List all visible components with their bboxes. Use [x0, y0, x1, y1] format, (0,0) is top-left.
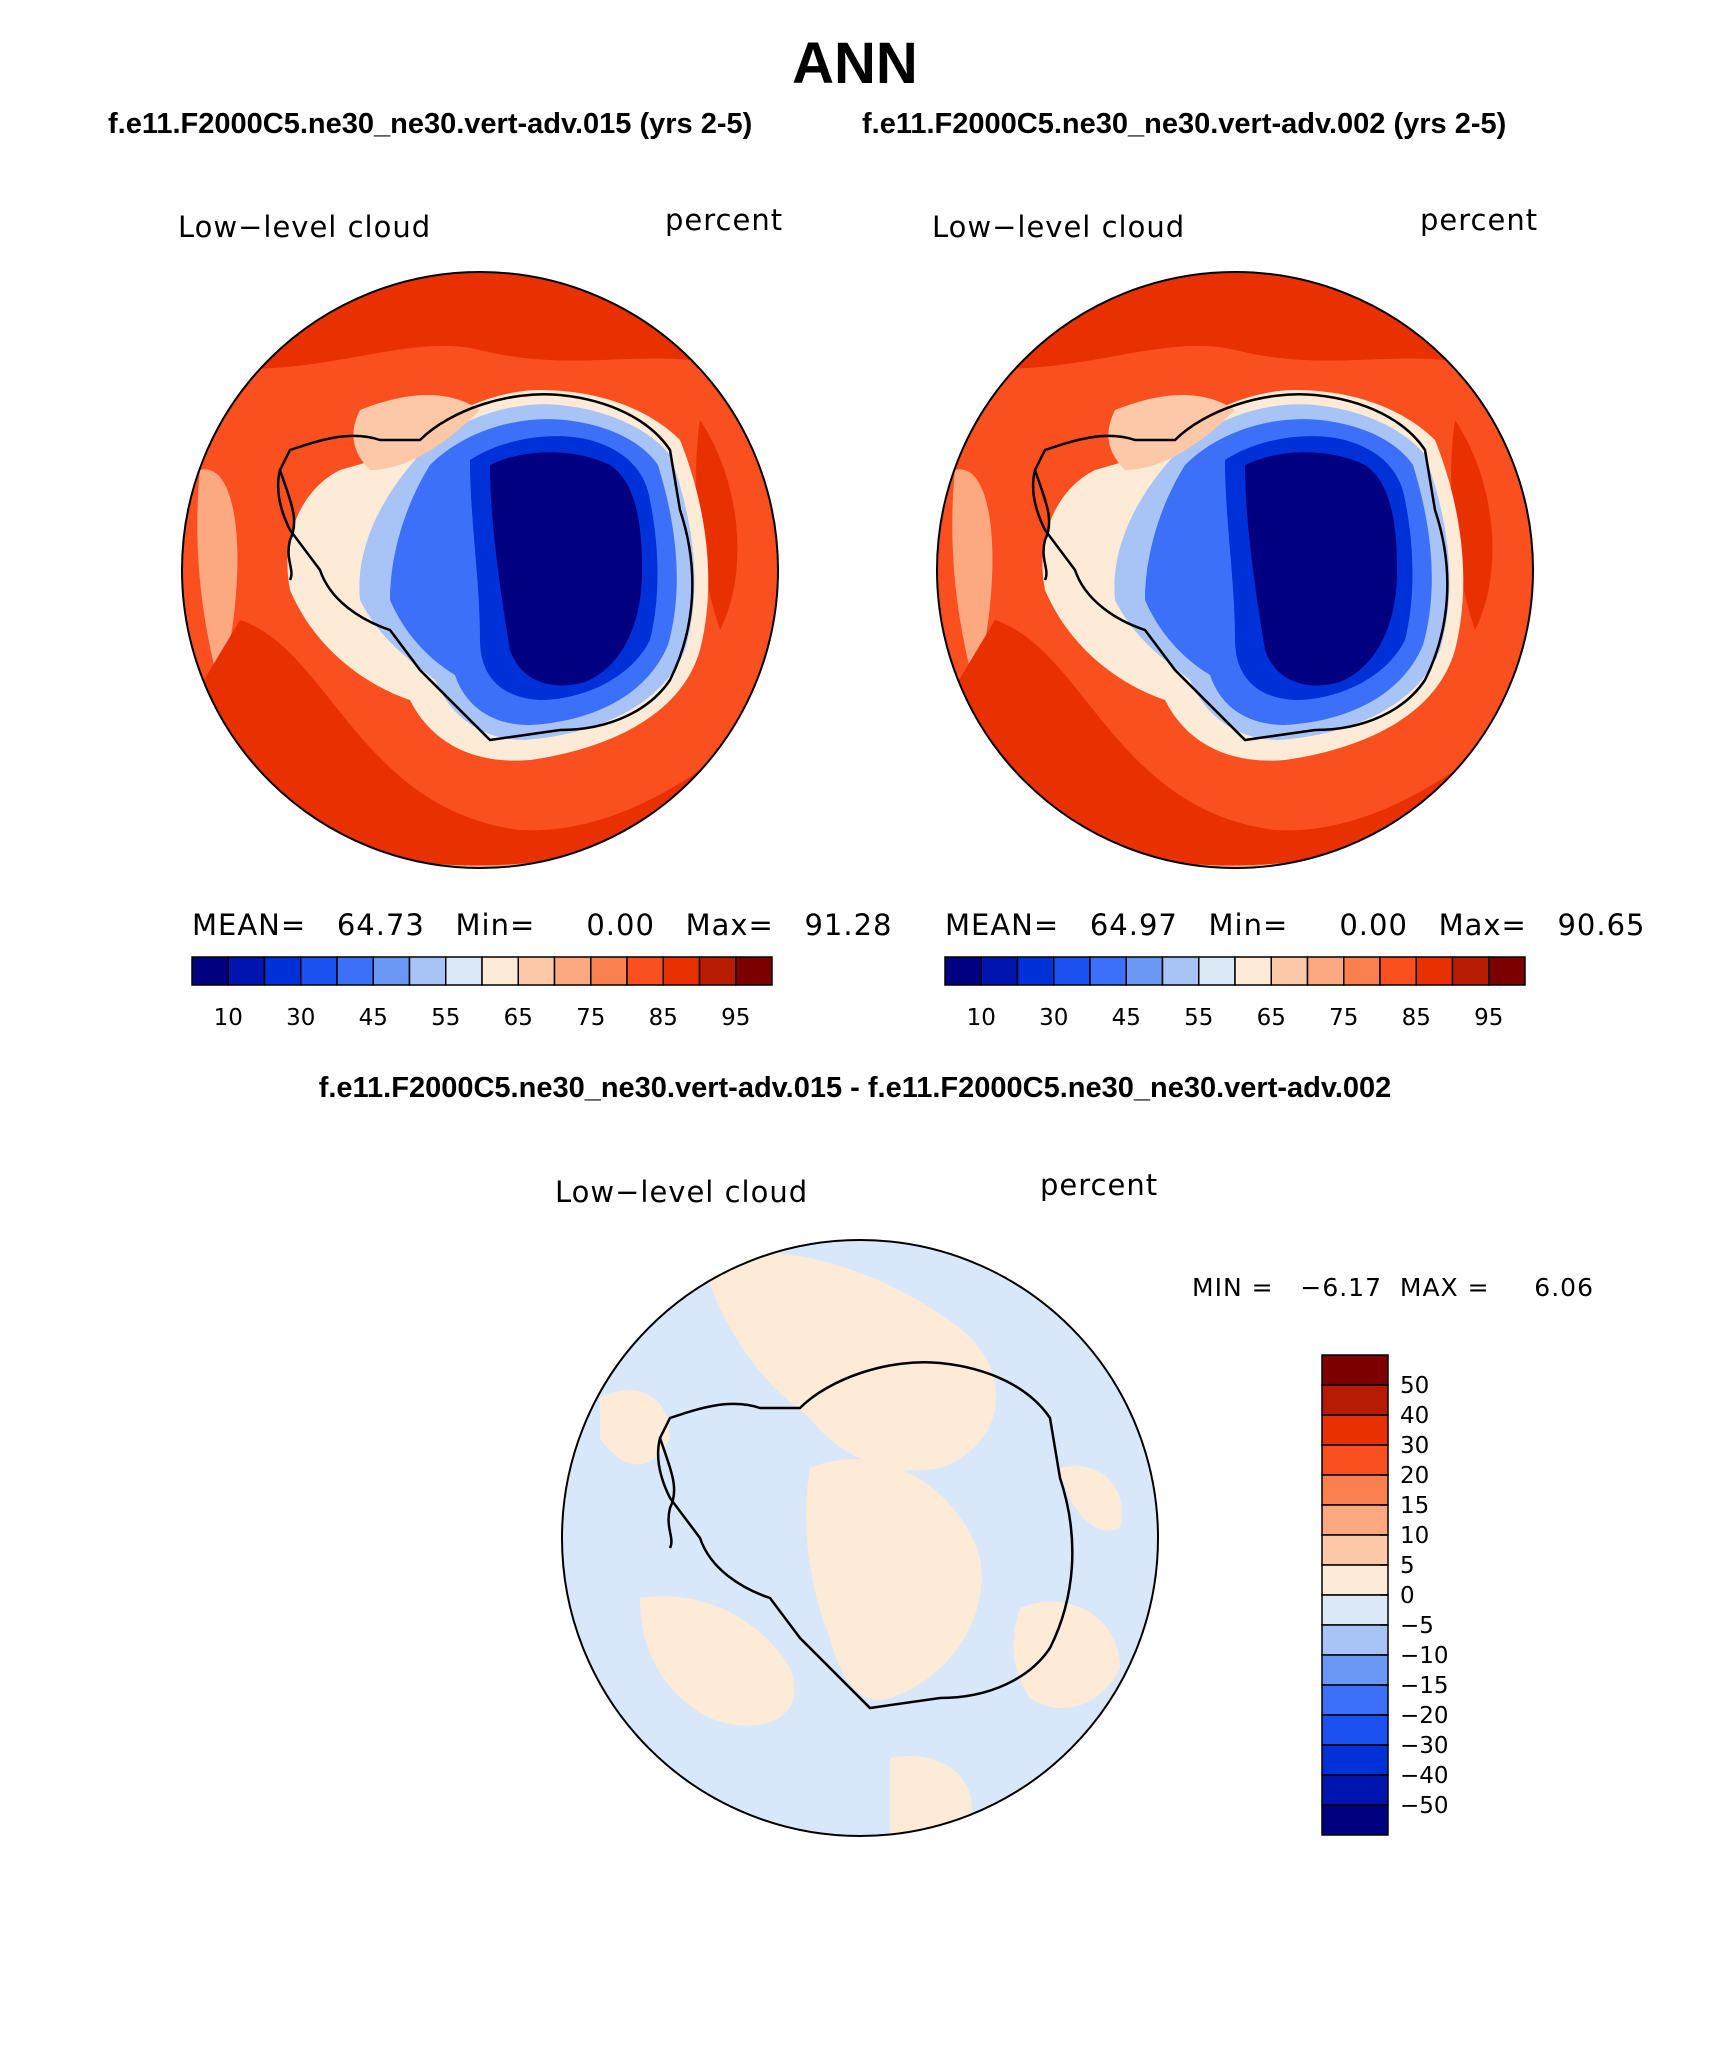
- left-colorbar-swatch: [227, 956, 266, 986]
- left-colorbar-swatch: [662, 956, 701, 986]
- diff-colorbar-tick-label: −15: [1400, 1673, 1449, 1699]
- right-colorbar-tick-label: 10: [967, 1005, 996, 1031]
- left-colorbar-swatch: [590, 956, 628, 986]
- diff-colorbar-tick-label: 15: [1400, 1493, 1429, 1519]
- left-colorbar: 10 30 45 55 65 75 85 95: [191, 956, 773, 1031]
- diff-colorbar-tick-label: −40: [1400, 1763, 1449, 1789]
- diff-colorbar-swatch: [1321, 1714, 1389, 1746]
- left-units-label: percent: [665, 203, 784, 237]
- left-colorbar-tick-label: 30: [286, 1005, 315, 1031]
- diff-colorbar-swatch: [1321, 1804, 1389, 1836]
- right-polar-map: [936, 271, 1534, 869]
- right-colorbar-swatch: [1488, 956, 1526, 986]
- right-colorbar-swatch: [1270, 956, 1309, 986]
- left-colorbar-swatch: [481, 956, 519, 986]
- left-colorbar-swatch: [336, 956, 374, 986]
- left-polar-map: [181, 271, 779, 869]
- left-colorbar-swatch: [698, 956, 737, 986]
- diff-title: f.e11.F2000C5.ne30_ne30.vert-adv.015 - f…: [318, 1072, 1392, 1104]
- right-colorbar-swatch: [1125, 956, 1164, 986]
- diff-colorbar-tick-label: −5: [1400, 1613, 1434, 1639]
- right-colorbar-swatch: [944, 956, 982, 986]
- left-colorbar-swatch: [191, 956, 229, 986]
- diff-colorbar-swatch: [1321, 1564, 1389, 1596]
- right-colorbar-tick-label: 30: [1039, 1005, 1068, 1031]
- right-colorbar: 10 30 45 55 65 75 85 95: [944, 956, 1526, 1031]
- right-colorbar-swatch: [1306, 956, 1345, 986]
- diff-stats: MIN = −6.17 MAX = 6.06: [1192, 1273, 1594, 1302]
- diff-colorbar-swatch: [1321, 1444, 1389, 1476]
- right-variable-label: Low−level cloud: [932, 210, 1186, 244]
- diff-colorbar-swatch: [1321, 1624, 1389, 1656]
- diff-colorbar-swatch: [1321, 1354, 1389, 1386]
- right-colorbar-swatch: [1053, 956, 1091, 986]
- left-colorbar-swatch: [735, 956, 773, 986]
- right-colorbar-tick-label: 95: [1474, 1005, 1503, 1031]
- right-colorbar-swatch: [1161, 956, 1200, 986]
- diff-colorbar-tick-label: 10: [1400, 1523, 1429, 1549]
- diff-colorbar-tick-label: −30: [1400, 1733, 1449, 1759]
- diff-colorbar-tick-label: 50: [1400, 1373, 1429, 1399]
- left-colorbar-swatch: [626, 956, 664, 986]
- right-colorbar-swatch: [1198, 956, 1236, 986]
- left-stats: MEAN= 64.73 Min= 0.00 Max= 91.28: [192, 908, 893, 942]
- left-colorbar-swatch: [445, 956, 483, 986]
- left-colorbar-tick-label: 10: [214, 1005, 243, 1031]
- diff-colorbar-swatch: [1321, 1384, 1389, 1416]
- diff-units-label: percent: [1040, 1168, 1159, 1202]
- diff-colorbar-tick-label: −20: [1400, 1703, 1449, 1729]
- right-colorbar-tick-label: 75: [1329, 1005, 1358, 1031]
- left-colorbar-swatch: [372, 956, 411, 986]
- diff-polar-map: [561, 1239, 1159, 1837]
- diff-colorbar-swatch: [1321, 1744, 1389, 1776]
- diff-colorbar-tick-label: 0: [1400, 1583, 1415, 1609]
- left-colorbar-tick-label: 55: [431, 1005, 460, 1031]
- left-colorbar-swatch: [263, 956, 302, 986]
- left-colorbar-swatch: [517, 956, 556, 986]
- diff-colorbar-swatch: [1321, 1474, 1389, 1506]
- left-variable-label: Low−level cloud: [178, 210, 432, 244]
- diff-colorbar-tick-label: 5: [1400, 1553, 1415, 1579]
- left-colorbar-tick-label: 85: [649, 1005, 678, 1031]
- main-title: ANN: [792, 31, 918, 96]
- diff-colorbar-tick-label: −10: [1400, 1643, 1449, 1669]
- right-colorbar-swatch: [980, 956, 1019, 986]
- right-colorbar-swatch: [1379, 956, 1417, 986]
- right-colorbar-tick-label: 85: [1402, 1005, 1431, 1031]
- diff-variable-label: Low−level cloud: [555, 1175, 809, 1209]
- diff-colorbar-tick-label: 40: [1400, 1403, 1429, 1429]
- diff-colorbar-swatch: [1321, 1534, 1389, 1566]
- right-colorbar-swatch: [1089, 956, 1127, 986]
- left-case-title: f.e11.F2000C5.ne30_ne30.vert-adv.015 (yr…: [108, 108, 753, 140]
- diff-colorbar-swatch: [1321, 1684, 1389, 1716]
- left-colorbar-swatch: [408, 956, 447, 986]
- right-colorbar-tick-label: 55: [1184, 1005, 1213, 1031]
- diff-colorbar-swatch: [1321, 1414, 1389, 1446]
- right-case-title: f.e11.F2000C5.ne30_ne30.vert-adv.002 (yr…: [862, 108, 1507, 140]
- left-colorbar-tick-label: 95: [721, 1005, 750, 1031]
- diff-colorbar-swatch: [1321, 1654, 1389, 1686]
- diff-colorbar-tick-label: 30: [1400, 1433, 1429, 1459]
- diff-colorbar-swatch: [1321, 1594, 1389, 1626]
- right-colorbar-swatch: [1343, 956, 1381, 986]
- right-colorbar-swatch: [1234, 956, 1272, 986]
- left-colorbar-swatch: [300, 956, 338, 986]
- diff-colorbar-tick-label: 20: [1400, 1463, 1429, 1489]
- right-colorbar-tick-label: 45: [1112, 1005, 1141, 1031]
- right-colorbar-swatch: [1016, 956, 1055, 986]
- right-colorbar-swatch: [1415, 956, 1454, 986]
- left-colorbar-tick-label: 75: [576, 1005, 605, 1031]
- left-colorbar-tick-label: 45: [359, 1005, 388, 1031]
- diff-colorbar-swatch: [1321, 1504, 1389, 1536]
- right-stats: MEAN= 64.97 Min= 0.00 Max= 90.65: [945, 908, 1646, 942]
- right-colorbar-swatch: [1451, 956, 1490, 986]
- right-units-label: percent: [1420, 203, 1539, 237]
- left-colorbar-tick-label: 65: [504, 1005, 533, 1031]
- diff-colorbar-tick-label: −50: [1400, 1793, 1449, 1819]
- right-colorbar-tick-label: 65: [1257, 1005, 1286, 1031]
- diff-colorbar-swatch: [1321, 1774, 1389, 1806]
- left-colorbar-swatch: [553, 956, 592, 986]
